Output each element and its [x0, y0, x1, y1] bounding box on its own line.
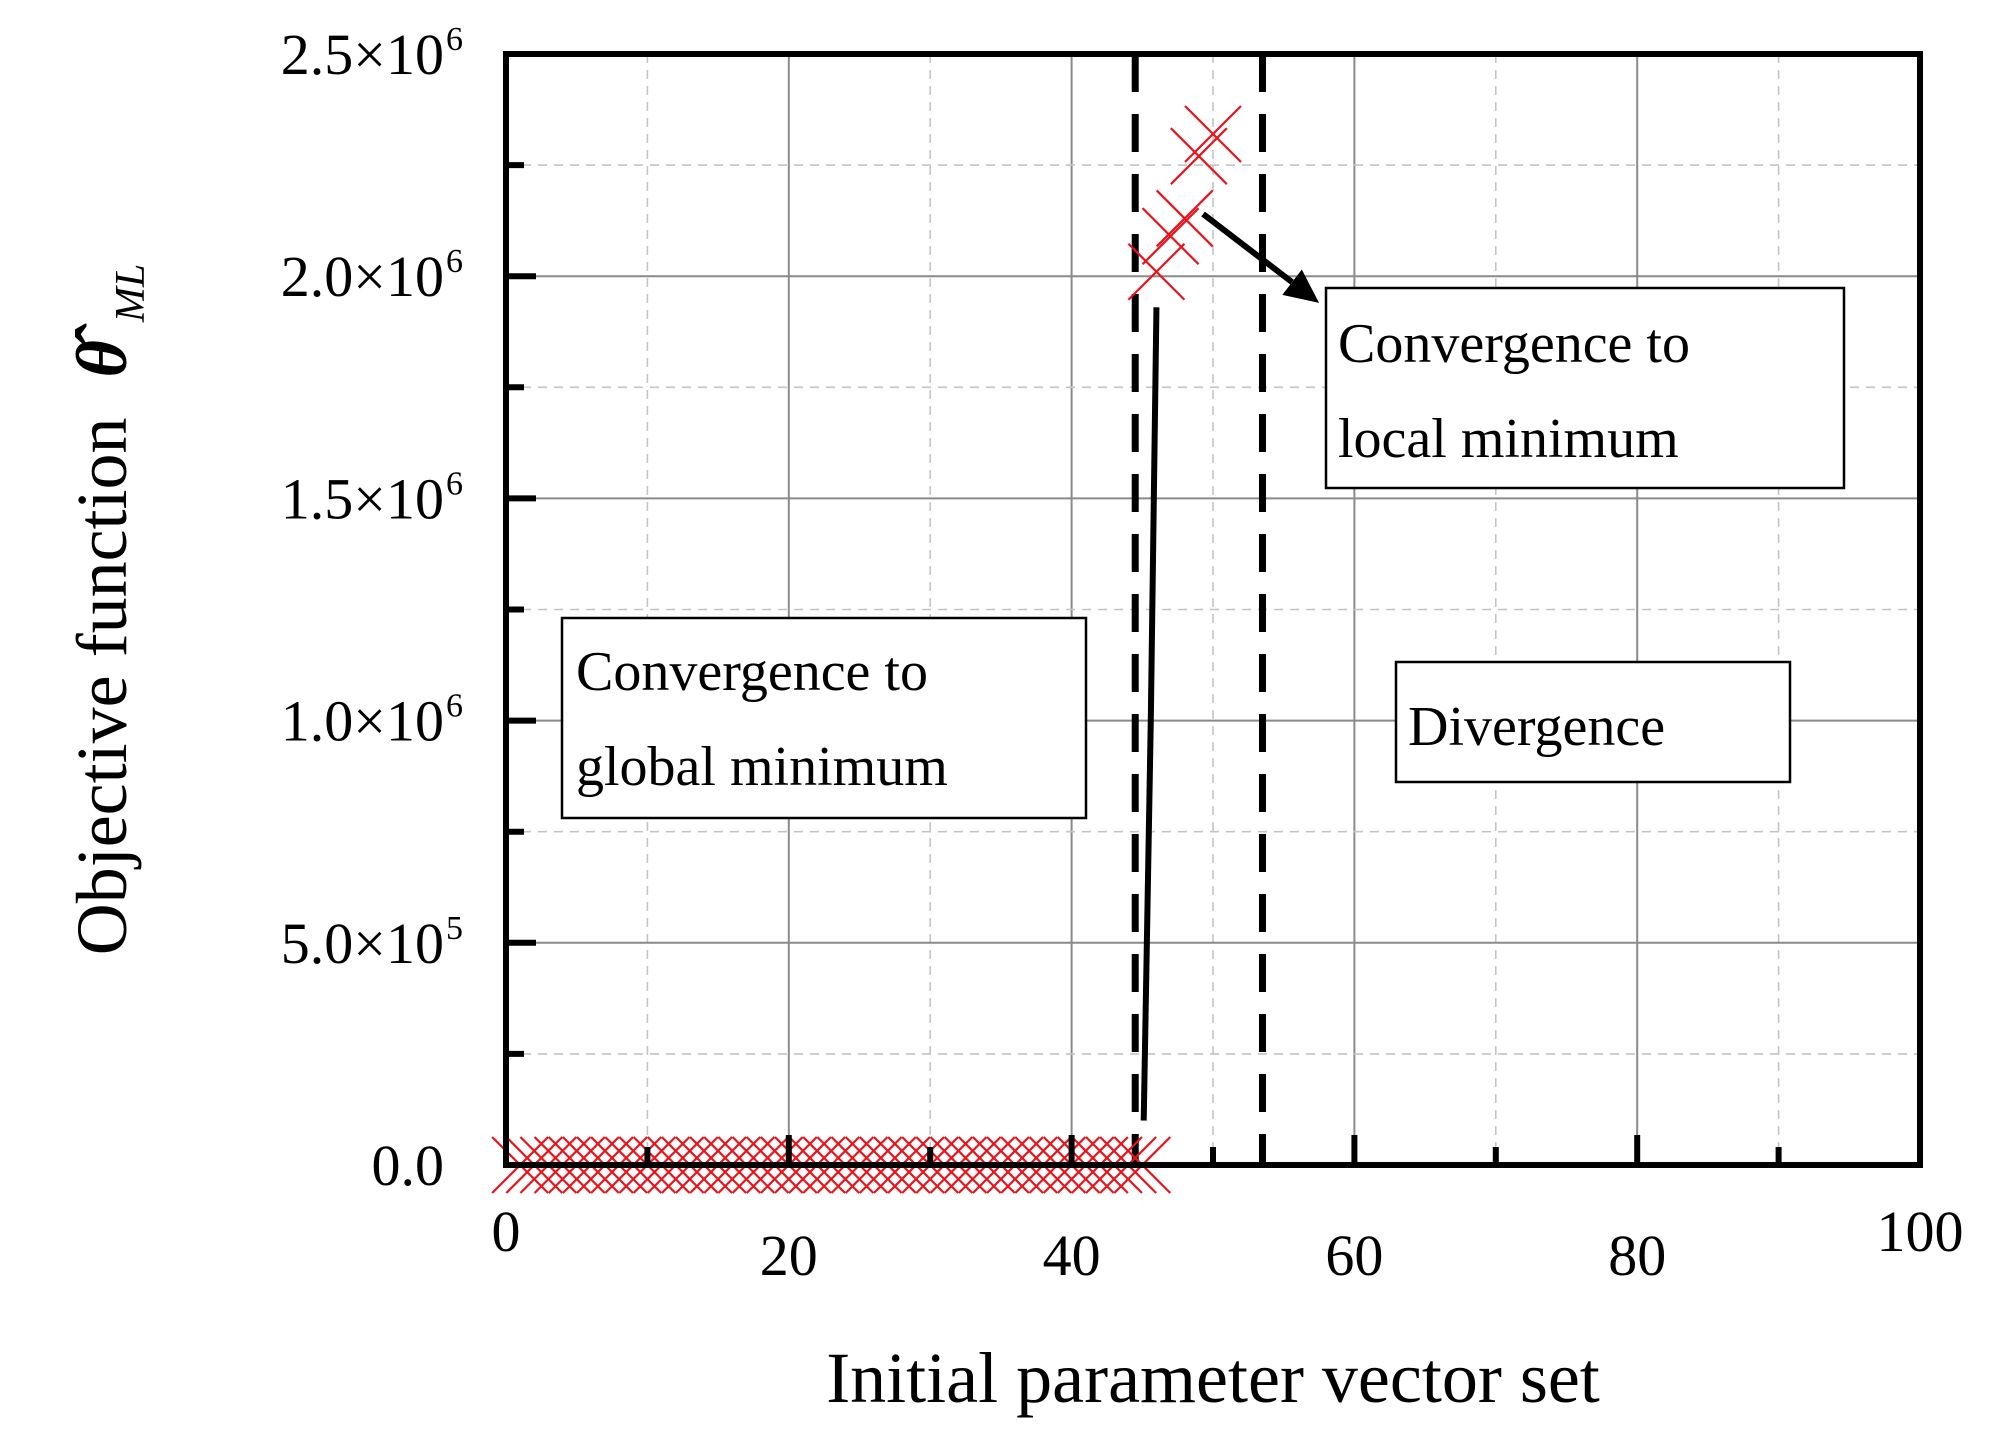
trend-line — [1140, 307, 1160, 1121]
y-tick-labels: 0.05.0×10 51.0×10 61.5×10 62.0×10 62.5×10 6 — [281, 21, 463, 1198]
y-tick-exponent: 6 — [446, 465, 463, 502]
arrow-shaft — [1201, 211, 1294, 285]
y-tick-label: 5.0×10 — [281, 911, 444, 976]
annotation-global-line-2: global minimum — [576, 736, 948, 798]
annotation-global-line-1: Convergence to — [576, 641, 928, 703]
data-point — [1170, 127, 1228, 185]
data-point — [1155, 189, 1214, 248]
annotation-divergence: Divergence — [1394, 660, 1792, 784]
x-tick-label: 40 — [1043, 1223, 1101, 1288]
x-tick-labels: 0 20 40 60 80 100 — [492, 1199, 1964, 1288]
annotation-local-minimum: Convergence to local minimum — [1324, 286, 1846, 490]
annotation-global-box — [560, 616, 1088, 820]
x-tick-label: 80 — [1608, 1223, 1666, 1288]
annotation-global-minimum: Convergence to global minimum — [560, 616, 1088, 820]
trend-line-group — [1140, 307, 1160, 1121]
y-tick-label: 0.0 — [372, 1133, 445, 1198]
y-tick-label: 2.0×10 — [281, 244, 444, 309]
annotations: Convergence to global minimum Convergenc… — [560, 286, 1846, 820]
y-axis-title-group: Objective function θ̂ ML — [62, 264, 154, 956]
x-tick-label: 20 — [760, 1223, 818, 1288]
y-tick-exponent: 6 — [446, 243, 463, 280]
region-boundaries — [1131, 54, 1266, 1165]
y-tick-exponent: 5 — [446, 910, 463, 947]
data-point — [1184, 105, 1242, 163]
y-axis-title-subscript: ML — [108, 264, 154, 323]
annotation-arrow — [1201, 211, 1320, 303]
annotation-divergence-line-1: Divergence — [1408, 696, 1665, 758]
y-tick-exponent: 6 — [446, 688, 463, 725]
x-tick-label: 0 — [492, 1199, 521, 1264]
annotation-local-line-2: local minimum — [1338, 408, 1679, 470]
arrow-head — [1282, 269, 1320, 303]
y-axis-title-text: Objective function — [62, 417, 142, 955]
annotation-local-box — [1324, 286, 1846, 490]
x-axis-title: Initial parameter vector set — [826, 1338, 1600, 1418]
axis-ticks — [506, 162, 1782, 1165]
annotation-local-line-1: Convergence to — [1338, 313, 1690, 375]
y-axis-title: Objective function θ̂ ML — [62, 264, 154, 956]
grid — [506, 54, 1920, 1165]
data-point — [1127, 242, 1186, 301]
y-tick-label: 1.5×10 — [281, 466, 444, 531]
x-tick-label: 100 — [1877, 1199, 1964, 1264]
y-tick-label: 2.5×10 — [281, 22, 444, 87]
y-tick-exponent: 6 — [446, 21, 463, 58]
annotation-divergence-box — [1394, 660, 1792, 784]
data-point — [1141, 207, 1200, 265]
y-tick-label: 1.0×10 — [281, 689, 444, 754]
x-tick-label: 60 — [1325, 1223, 1383, 1288]
y-axis-title-symbol: θ̂ — [62, 323, 142, 377]
